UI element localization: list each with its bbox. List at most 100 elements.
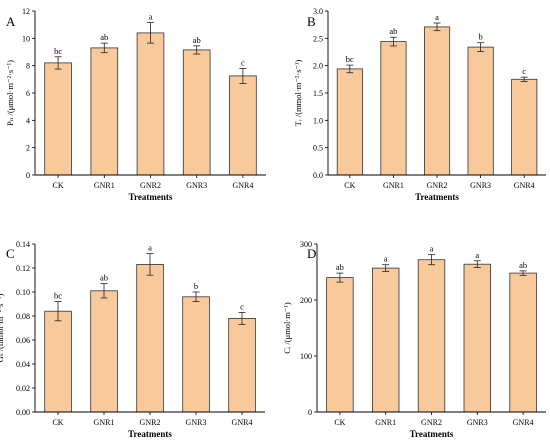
bar-gnr1 [380, 41, 407, 176]
y-tick-label: 1.0 [313, 116, 323, 125]
chart-panel-a: Abc CK ab GNR1 a GNR2 ab GNR3 c GNR4 0 2 4 6 8 10 12 Trea… [5, 7, 266, 202]
x-tick-label: GNR4 [513, 418, 534, 427]
bar-gnr1 [90, 290, 118, 413]
chart-panel-d: Dab CK a GNR1 a GNR2 a GNR3 ab GNR4 0 100 200 300 Trea… [282, 240, 546, 439]
significance-label: ab [100, 32, 108, 42]
bar-gnr3 [463, 263, 492, 413]
bar-gnr4 [509, 272, 537, 413]
y-tick-label: 0.5 [313, 144, 323, 153]
y-tick-label: 2.5 [313, 34, 323, 43]
significance-label: a [430, 244, 434, 254]
significance-label: b [478, 32, 482, 42]
x-tick-label: CK [344, 181, 355, 190]
y-tick-label: 3.0 [313, 7, 323, 16]
y-tick-label: 12 [22, 7, 30, 16]
bar-gnr1 [90, 47, 119, 176]
x-tick-label: GNR3 [470, 181, 491, 190]
x-tick-label: GNR2 [140, 181, 161, 190]
significance-label: ab [336, 262, 344, 272]
bar-gnr2 [136, 32, 165, 176]
x-tick-label: GNR1 [383, 181, 404, 190]
x-tick-label: GNR4 [232, 181, 253, 190]
y-tick-label: 4 [26, 116, 30, 125]
x-tick-label: GNR1 [94, 181, 115, 190]
y-tick-label: 0 [26, 171, 30, 180]
y-tick-label: 0.10 [16, 288, 30, 297]
significance-label: ab [389, 26, 397, 36]
error-bar [433, 22, 441, 32]
error-bar [519, 270, 527, 276]
error-bar [336, 272, 344, 283]
x-tick-label: GNR4 [514, 181, 535, 190]
y-tick-label: 300 [300, 240, 312, 249]
significance-label: c [240, 301, 244, 311]
error-bar [473, 260, 481, 268]
error-bar [239, 68, 247, 84]
y-tick-label: 200 [300, 296, 312, 305]
panel-label: A [6, 14, 16, 29]
y-tick-label: 0.04 [16, 360, 30, 369]
error-bar [100, 283, 108, 299]
x-tick-label: GNR2 [421, 418, 442, 427]
y-tick-label: 0.14 [16, 240, 30, 249]
significance-label: a [149, 12, 153, 22]
y-tick-label: 0.0 [313, 171, 323, 180]
error-bar [520, 76, 528, 82]
y-tick-label: 2 [26, 144, 30, 153]
panel-label: B [307, 14, 316, 29]
x-tick-label: CK [52, 418, 63, 427]
panel-label: C [6, 246, 15, 261]
error-bar [100, 42, 108, 54]
y-tick-label: 0.08 [16, 312, 30, 321]
y-tick-label: 0.02 [16, 384, 30, 393]
x-tick-label: CK [334, 418, 345, 427]
error-bar [193, 45, 201, 55]
significance-label: b [194, 281, 198, 291]
significance-label: ab [519, 260, 527, 270]
y-axis-title: Cᵢ /(μmol·m⁻¹) [282, 302, 292, 354]
bar-gnr2 [423, 26, 451, 176]
x-tick-label: GNR4 [232, 418, 253, 427]
error-bar [346, 64, 354, 74]
x-tick-label: GNR3 [186, 181, 207, 190]
error-bar [147, 22, 154, 44]
error-bar [238, 311, 246, 325]
significance-label: ab [100, 273, 108, 283]
x-tick-label: GNR2 [427, 181, 448, 190]
significance-label: a [148, 243, 152, 253]
significance-label: a [475, 250, 479, 260]
error-bar [54, 56, 62, 70]
bar-gnr1 [371, 267, 400, 413]
bar-ck [336, 68, 363, 176]
panel-label: D [307, 246, 316, 261]
y-axis-title: Pₙ /(μmol·m⁻²·s⁻¹) [5, 60, 15, 126]
significance-label: bc [54, 46, 62, 56]
bar-ck [44, 62, 72, 176]
chart-panel-b: Bbc CK ab GNR1 a GNR2 b GNR3 c GNR4 0.0 0.5 1.0 1.5 2.… [293, 7, 546, 202]
x-axis-title: Treatments [410, 429, 454, 439]
x-tick-label: GNR3 [467, 418, 488, 427]
x-axis-title: Treatments [129, 192, 173, 202]
significance-label: bc [346, 54, 354, 64]
significance-label: a [435, 12, 439, 22]
significance-label: bc [54, 291, 62, 301]
y-tick-label: 8 [26, 62, 30, 71]
bar-gnr4 [228, 317, 256, 413]
bar-gnr3 [182, 49, 211, 176]
bar-gnr3 [182, 296, 210, 413]
bar-ck [326, 277, 354, 413]
y-axis-title: Tᵣ /(mmol·m⁻²·s⁻¹) [293, 59, 303, 126]
error-bar [477, 42, 485, 52]
significance-label: ab [193, 35, 201, 45]
y-tick-label: 0.00 [16, 408, 30, 417]
x-axis-title: Treatments [128, 429, 172, 439]
bar-gnr2 [136, 263, 164, 413]
bar-gnr4 [511, 78, 538, 176]
bar-gnr4 [229, 75, 257, 176]
y-axis-title: Gₛ /(mmol·m⁻²·s⁻¹) [0, 294, 5, 363]
y-tick-label: 0.06 [16, 336, 30, 345]
error-bar [389, 36, 397, 47]
x-tick-label: GNR3 [186, 418, 207, 427]
y-tick-label: 1.5 [313, 89, 323, 98]
x-axis-title: Treatments [415, 192, 459, 202]
